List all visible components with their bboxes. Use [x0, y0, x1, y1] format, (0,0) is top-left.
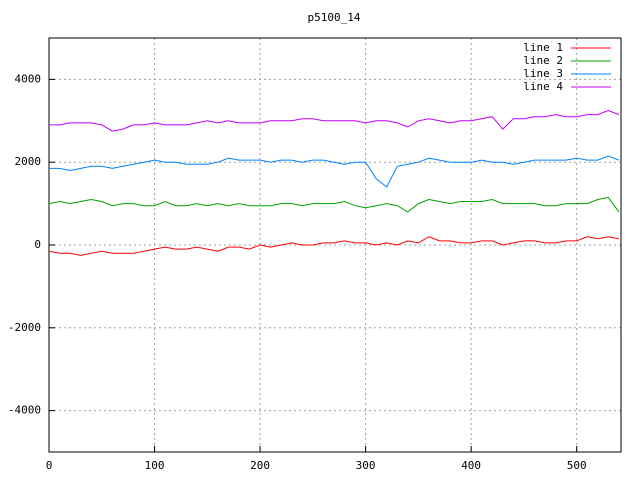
data-line [49, 155, 620, 188]
legend-label: line 3 [523, 67, 563, 80]
x-tick-label: 500 [567, 459, 587, 472]
x-tick-label: 0 [46, 459, 53, 472]
x-tick-label: 300 [356, 459, 376, 472]
data-line [48, 236, 619, 256]
y-tick-label: 0 [34, 238, 41, 251]
chart-title: p5100_14 [308, 11, 361, 24]
data-line [48, 196, 620, 213]
y-tick-label: -4000 [8, 404, 41, 417]
x-tick-label: 100 [145, 459, 165, 472]
legend-label: line 2 [523, 54, 563, 67]
x-tick-label: 400 [461, 459, 481, 472]
y-tick-label: 2000 [15, 155, 42, 168]
data-line [49, 109, 620, 132]
x-tick-label: 200 [250, 459, 270, 472]
y-tick-label: -2000 [8, 321, 41, 334]
y-tick-label: 4000 [15, 72, 42, 85]
plot-frame [48, 37, 622, 453]
legend-label: line 1 [523, 41, 563, 54]
legend-label: line 4 [523, 80, 563, 93]
